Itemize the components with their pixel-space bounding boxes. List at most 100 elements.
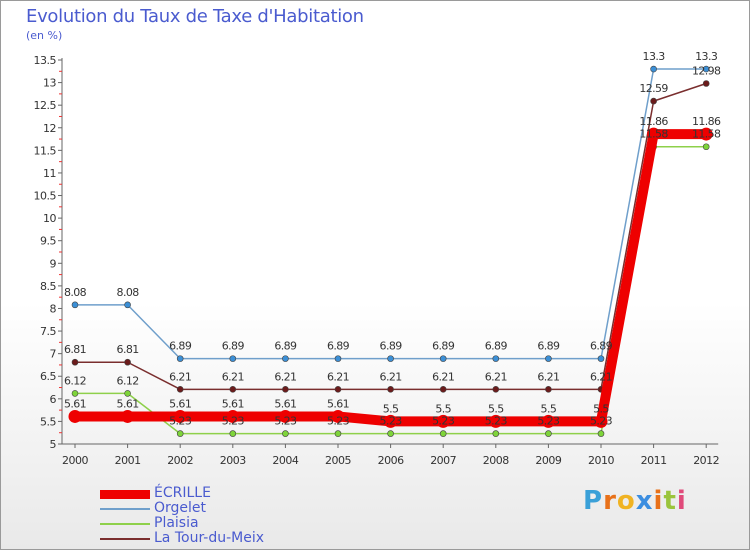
legend-swatch [100,538,150,540]
logo-letter: i [676,486,687,516]
y-tick-label: 10 [43,212,56,225]
data-point [334,355,342,362]
x-tick-label: 2011 [641,454,667,467]
data-point [176,430,184,437]
data-point [176,386,184,393]
data-point [439,386,447,393]
data-label: 11.58 [639,128,668,141]
data-label: 5.61 [117,397,139,410]
data-point [436,414,450,428]
data-point [387,355,394,362]
data-point [331,409,345,423]
data-point [124,301,131,309]
data-label: 6.89 [222,340,245,353]
data-label: 6.89 [432,340,455,353]
data-point [545,430,552,437]
data-label: 6.21 [380,370,402,383]
data-label: 5.23 [169,415,192,428]
data-point [229,386,237,393]
data-point [124,358,131,366]
data-label: 12.59 [639,82,668,95]
logo-letter: o [616,486,636,516]
data-label: 6.21 [327,370,349,383]
legend-item: La Tour-du-Meix [100,530,360,546]
y-tick-label: 10.5 [34,190,57,203]
data-label: 5.23 [590,415,613,428]
data-label: 6.89 [380,340,403,353]
data-point [282,430,289,437]
data-point [71,301,79,309]
y-tick-label: 9 [50,257,57,270]
y-tick-label: 11.5 [34,144,57,157]
x-tick-label: 2001 [115,454,141,467]
data-label: 12.98 [692,64,721,77]
x-tick-label: 2006 [378,454,404,467]
y-tick-label: 11 [43,167,56,180]
logo-letter: r [603,486,617,516]
x-tick-label: 2012 [693,454,719,467]
logo-letter: t [663,486,677,516]
data-point [650,97,657,105]
data-label: 6.89 [537,340,560,353]
data-label: 6.89 [274,340,297,353]
data-point [545,355,552,362]
legend-item: Orgelet [100,500,360,516]
legend-label: Plaisia [154,515,199,531]
y-tick-label: 12.5 [34,99,57,112]
data-label: 6.89 [485,340,508,353]
data-label: 6.21 [169,370,191,383]
legend-label: La Tour-du-Meix [154,530,265,546]
data-point [597,430,605,437]
data-point [489,414,503,428]
y-tick-label: 5 [50,438,57,451]
data-label: 6.89 [169,340,192,353]
data-label: 6.81 [64,343,86,356]
data-label: 6.89 [590,340,613,353]
data-label: 5.23 [327,415,350,428]
data-point [650,65,657,73]
x-tick-label: 2004 [272,454,298,467]
y-tick-label: 12 [43,122,56,135]
y-tick-label: 7 [50,348,57,361]
data-label: 5.5 [383,402,399,415]
y-tick-label: 6.5 [40,370,56,383]
data-point [647,127,661,141]
chart-title: Evolution du Taux de Taxe d'Habitation [26,6,364,27]
data-point [439,430,447,437]
data-point [229,430,237,437]
data-point [492,430,500,437]
data-label: 5.61 [169,397,191,410]
data-label: 6.12 [117,374,139,387]
logo-letter: i [653,486,664,516]
data-label: 11.58 [692,128,721,141]
data-label: 5.61 [327,397,349,410]
data-label: 5.61 [64,397,86,410]
legend-label: ÉCRILLE [154,485,211,501]
data-label: 6.21 [485,370,507,383]
x-tick-label: 2010 [588,454,614,467]
data-point [68,409,82,423]
data-label: 5.5 [593,402,609,415]
y-tick-label: 5.5 [40,415,56,428]
data-label: 5.5 [488,402,504,415]
data-label: 5.23 [274,415,297,428]
data-point [387,386,394,393]
data-point [176,355,184,362]
data-point [121,409,135,423]
data-label: 6.21 [537,370,559,383]
data-point [545,386,552,393]
data-label: 5.23 [380,415,403,428]
data-label: 11.86 [639,115,668,128]
y-tick-label: 13 [43,77,56,90]
y-tick-label: 9.5 [40,235,56,248]
legend-swatch [100,523,150,525]
data-point [439,355,447,362]
data-point [282,386,289,393]
data-point [226,409,240,423]
data-label: 8.08 [64,286,87,299]
data-label: 5.23 [537,415,560,428]
chart-unit-label: (en %) [26,29,63,42]
legend-swatch [100,508,150,510]
data-label: 5.23 [222,415,245,428]
data-point [702,80,710,87]
